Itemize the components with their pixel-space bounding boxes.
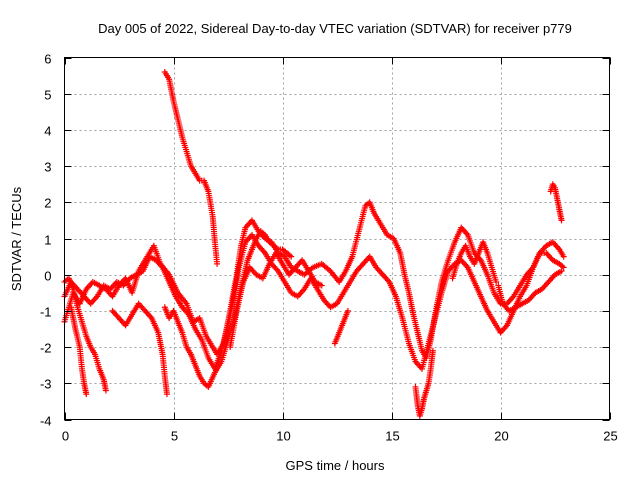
- y-axis-label: SDTVAR / TECUs: [9, 186, 24, 291]
- data-segment: [331, 307, 351, 347]
- data-point: [318, 282, 325, 289]
- x-axis-label: GPS time / hours: [286, 458, 385, 473]
- data-point: [429, 347, 436, 354]
- y-tick-label: 2: [44, 196, 51, 211]
- x-axis-ticks: 0 5 10 15 20 25: [62, 57, 618, 444]
- y-tick-label: -2: [40, 341, 52, 356]
- data-point: [558, 268, 565, 275]
- data-segment: [61, 231, 567, 372]
- data-point: [493, 278, 500, 285]
- data-segment: [495, 268, 565, 314]
- data-point: [102, 387, 109, 394]
- x-tick-label: 10: [276, 429, 290, 444]
- data-segment: [161, 68, 221, 267]
- data-point: [560, 253, 567, 260]
- data-points: [61, 68, 567, 419]
- y-tick-label: 6: [44, 52, 51, 67]
- y-tick-label: -3: [40, 377, 52, 392]
- y-axis-ticks: -4 -3 -2 -1 0 1 2 3 4 5 6: [40, 52, 610, 429]
- y-tick-label: 0: [44, 269, 51, 284]
- plot-frame: [64, 57, 610, 420]
- y-tick-label: 1: [44, 233, 51, 248]
- y-tick-label: 4: [44, 124, 51, 139]
- data-point: [214, 260, 221, 267]
- x-tick-label: 25: [603, 429, 617, 444]
- x-tick-label: 20: [494, 429, 508, 444]
- x-tick-label: 5: [171, 429, 178, 444]
- data-segment: [61, 275, 109, 394]
- data-point: [344, 307, 351, 314]
- x-tick-label: 0: [62, 429, 69, 444]
- y-tick-label: 5: [44, 88, 51, 103]
- data-point: [163, 391, 170, 398]
- data-point: [83, 391, 90, 398]
- data-segment: [227, 249, 325, 351]
- data-segment: [109, 300, 170, 398]
- data-segment: [161, 228, 295, 390]
- data-segment: [449, 239, 500, 285]
- y-tick-label: -1: [40, 305, 52, 320]
- data-segment: [68, 304, 90, 398]
- chart-title: Day 005 of 2022, Sidereal Day-to-day VTE…: [98, 21, 572, 36]
- y-tick-label: 3: [44, 160, 51, 175]
- data-point: [288, 253, 295, 260]
- data-point: [558, 217, 565, 224]
- x-tick-label: 15: [385, 429, 399, 444]
- data-segment: [412, 347, 436, 419]
- data-point: [560, 264, 567, 271]
- y-tick-label: -4: [40, 414, 52, 429]
- data-segment: [547, 181, 565, 224]
